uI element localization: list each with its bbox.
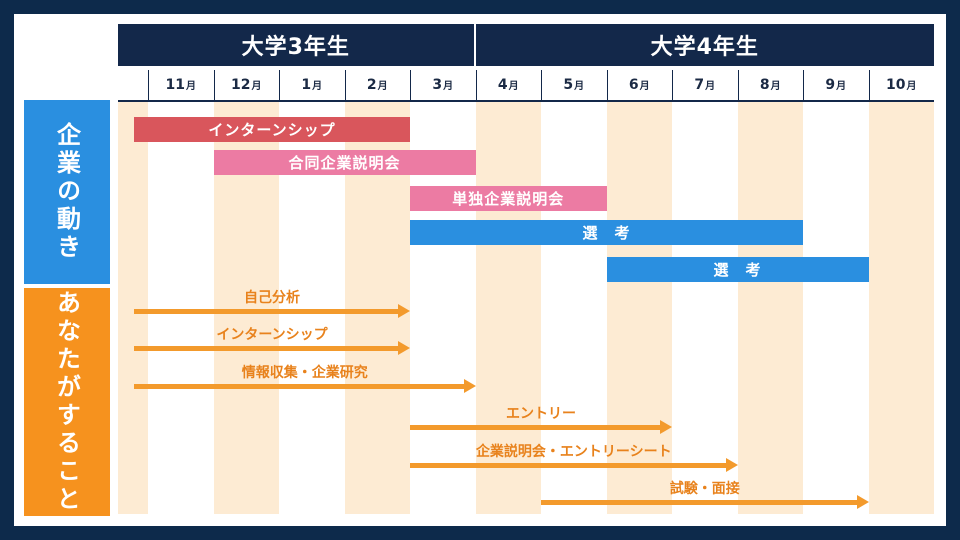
month-divider (606, 70, 608, 100)
month-unit: 月 (377, 81, 388, 92)
month-number: 7 (694, 76, 705, 93)
month-unit: 月 (639, 81, 650, 92)
arrow-shaft (410, 425, 662, 430)
month-number: 10 (886, 76, 906, 93)
arrow-label: エントリー (506, 406, 576, 422)
month-divider (279, 70, 280, 100)
arrow-shaft (134, 309, 400, 314)
month-divider (672, 70, 673, 100)
month-number: 9 (825, 76, 836, 93)
stripe-lead (118, 102, 148, 514)
month-unit: 月 (770, 81, 781, 92)
year-banner-4th: 大学4年生 (475, 24, 934, 66)
arrow-head (398, 304, 410, 318)
year-banner-3rd: 大学3年生 (118, 24, 474, 66)
month-label: 10 月 (869, 68, 935, 101)
company-bar: 単独企業説明会 (410, 186, 607, 211)
month-number: 11 (165, 76, 185, 93)
month-unit: 月 (185, 81, 196, 92)
month-unit: 月 (508, 81, 519, 92)
month-divider (541, 70, 542, 100)
stripe-col (737, 102, 803, 514)
month-label: 12 月 (214, 68, 280, 101)
stripe-col (868, 102, 934, 514)
month-number: 5 (563, 76, 574, 93)
month-unit: 月 (312, 81, 323, 92)
stripe-col (475, 102, 541, 514)
company-bar: 選 考 (606, 257, 869, 282)
month-unit: 月 (443, 81, 454, 92)
month-unit: 月 (574, 81, 585, 92)
month-number: 1 (301, 76, 312, 93)
arrow-label: 企業説明会・エントリーシート (475, 444, 672, 460)
arrow-head (398, 341, 410, 355)
month-unit: 月 (251, 81, 262, 92)
section-label-company: 企業の動き (24, 100, 110, 284)
company-bar: インターンシップ (134, 117, 410, 142)
arrow-head (463, 379, 476, 393)
month-unit: 月 (836, 81, 847, 92)
header-underline (118, 100, 934, 102)
company-bar: 合同企業説明会 (213, 150, 476, 175)
month-number: 6 (628, 76, 639, 93)
month-number: 4 (497, 76, 508, 93)
month-unit: 月 (705, 81, 716, 92)
schedule-diagram: 大学3年生 大学4年生 11 月 12 月 1 月 2 月 3 月 4 月 5 月 6 月 7 月 8 月 9 月 10 月 … (14, 14, 946, 526)
arrow-label: 情報収集・企業研究 (241, 365, 368, 381)
month-divider (148, 70, 149, 100)
arrow-head (660, 420, 672, 434)
company-bar: 選 考 (410, 220, 803, 245)
month-divider (475, 70, 477, 100)
arrow-label: インターンシップ (216, 327, 328, 343)
month-number: 12 (231, 76, 251, 93)
arrow-head (856, 495, 869, 509)
month-divider (803, 70, 804, 100)
month-divider (868, 70, 870, 100)
month-divider (737, 70, 739, 100)
month-number: 8 (759, 76, 770, 93)
month-label: 11 月 (148, 68, 214, 101)
arrow-head (725, 458, 738, 472)
month-divider (410, 70, 411, 100)
month-divider (344, 70, 346, 100)
arrow-shaft (541, 500, 859, 505)
month-divider (213, 70, 215, 100)
arrow-shaft (134, 384, 466, 389)
month-unit: 月 (906, 81, 917, 92)
stripe-col (606, 102, 672, 514)
arrow-label: 試験・面接 (669, 481, 740, 497)
arrow-label: 自己分析 (244, 290, 300, 306)
month-number: 2 (366, 76, 377, 93)
arrow-shaft (134, 346, 400, 351)
arrow-shaft (410, 463, 728, 468)
section-label-you: あなたがすること (24, 288, 110, 516)
month-number: 3 (432, 76, 443, 93)
